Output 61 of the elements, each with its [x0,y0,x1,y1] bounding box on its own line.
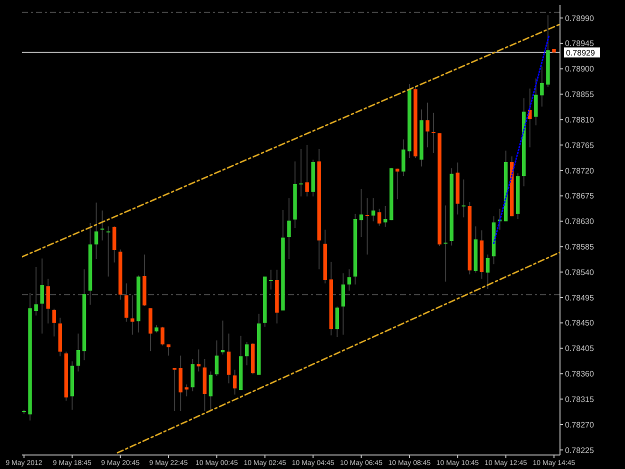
y-tick-label: 0.78900 [565,64,594,74]
y-tick-label: 0.78765 [565,140,594,150]
y-tick-label: 0.78225 [565,446,594,455]
candlestick [184,384,188,397]
candlestick [371,198,376,222]
y-tick-label: 0.78675 [565,192,594,201]
y-tick-label: 0.78270 [565,420,594,430]
y-tick-label: 0.78315 [565,394,594,404]
candlestick [124,282,128,322]
candlestick [196,348,201,372]
candlestick [106,226,110,278]
candlestick [347,268,352,292]
candlestick [299,148,303,197]
candlestick [534,78,538,126]
candlestick [359,188,364,238]
candlestick [94,202,98,260]
y-tick-label: 0.78450 [565,318,594,328]
candlestick [52,308,56,337]
candlestick [444,204,448,282]
y-tick-label: 0.78630 [565,217,594,226]
candlestick [540,66,544,108]
candlestick [486,254,490,290]
candlestick [232,369,237,396]
candlestick [76,333,80,372]
candlestick [172,368,176,412]
y-tick-label: 0.78855 [565,90,594,100]
y-tick-label: 0.78990 [565,14,594,23]
candlestick [160,326,164,346]
candlestick [40,258,44,334]
candlestick [208,370,213,412]
y-tick-label: 0.78405 [565,344,594,354]
candlestick [335,306,340,338]
candlestick [287,198,291,260]
candlestick [244,342,249,366]
candlestick [462,178,466,218]
ref-line-label: 0.78929 [566,48,596,58]
candlestick [396,168,400,200]
candlestick [130,294,134,336]
y-tick-label: 0.78360 [565,370,594,379]
y-tick-label: 0.78810 [565,115,594,124]
candlestick [214,340,219,376]
y-tick-label: 0.78540 [565,268,594,277]
y-tick-label: 0.78495 [565,293,594,302]
candlestick [377,208,382,226]
candlestick [383,206,388,228]
candlestick [432,112,436,154]
candlestick [305,144,309,197]
candlestick [112,226,116,263]
y-tick-label: 0.78585 [565,242,594,252]
candlestick [402,138,406,177]
candlestick [528,88,532,148]
candlestick [341,272,346,336]
candlestick [426,102,430,148]
candlestick [34,266,38,316]
candlestick [269,269,273,290]
y-tick-label: 0.78720 [565,166,594,176]
y-tick-label: 0.78945 [565,39,594,48]
candlestick [190,358,194,392]
candlestick [46,278,50,324]
candlestick [365,198,370,256]
candlestick [226,333,231,384]
